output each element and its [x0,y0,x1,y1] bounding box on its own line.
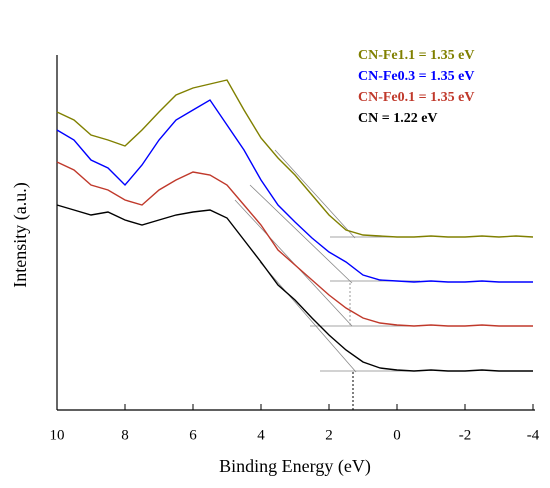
x-tick-label: 4 [257,427,265,443]
x-tick-label: -4 [527,427,540,443]
series-line [56,99,533,283]
x-tick-label: 6 [189,427,197,443]
legend-entry: CN = 1.22 eV [358,111,438,126]
x-tick-label: -2 [459,427,472,443]
x-tick-label: 2 [325,427,333,443]
tangent [259,261,357,373]
tangent [274,149,356,239]
tangent [249,184,353,284]
series-line [56,161,533,327]
tangent-lines [234,149,420,410]
y-axis-title: Intensity (a.u.) [10,182,31,287]
x-tick-label: 0 [393,427,401,443]
series-line [56,79,534,238]
x-tick-label: 10 [50,427,65,443]
legend-entry: CN-Fe0.1 = 1.35 eV [358,90,474,105]
legend-entry: CN-Fe1.1 = 1.35 eV [358,48,474,63]
x-axis-title: Binding Energy (eV) [219,456,371,477]
x-tick-label: 8 [121,427,129,443]
series-line [56,204,533,372]
legend-entry: CN-Fe0.3 = 1.35 eV [358,69,474,84]
